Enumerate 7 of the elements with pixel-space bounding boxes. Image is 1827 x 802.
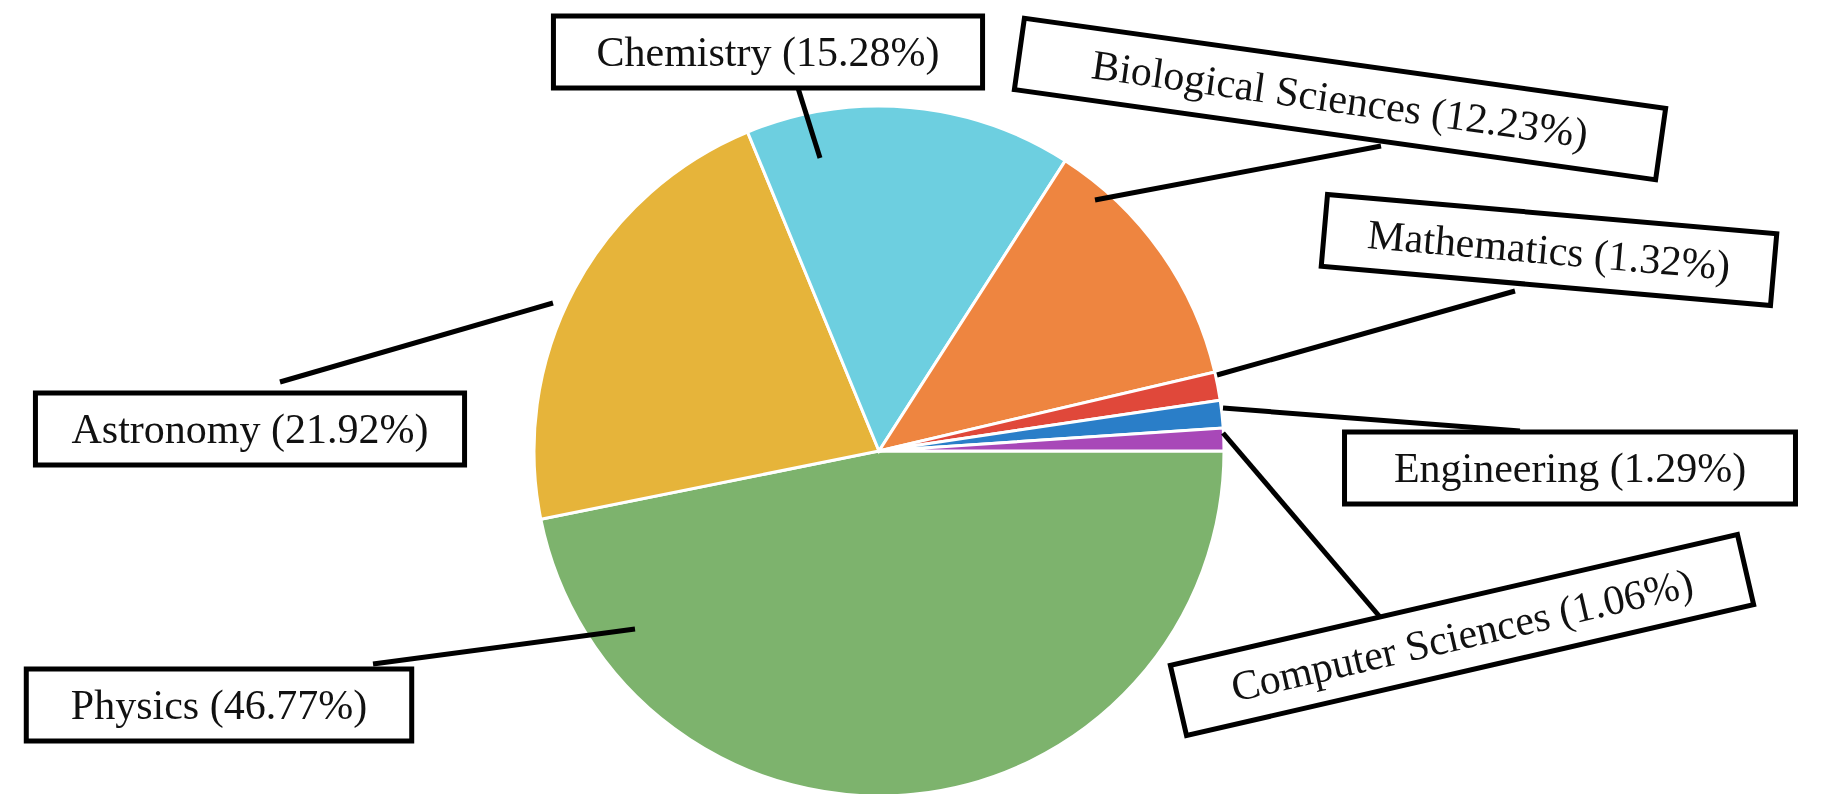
slice-label: Biological Sciences (12.23%)	[1088, 41, 1591, 158]
slice-label: Astronomy (21.92%)	[71, 406, 429, 453]
slice-label: Mathematics (1.32%)	[1365, 211, 1733, 290]
slice-label: Engineering (1.29%)	[1393, 445, 1747, 492]
slice-label: Computer Sciences (1.06%)	[1226, 559, 1698, 712]
slice-label: Physics (46.77%)	[70, 682, 368, 729]
slice-label: Chemistry (15.28%)	[596, 29, 940, 76]
